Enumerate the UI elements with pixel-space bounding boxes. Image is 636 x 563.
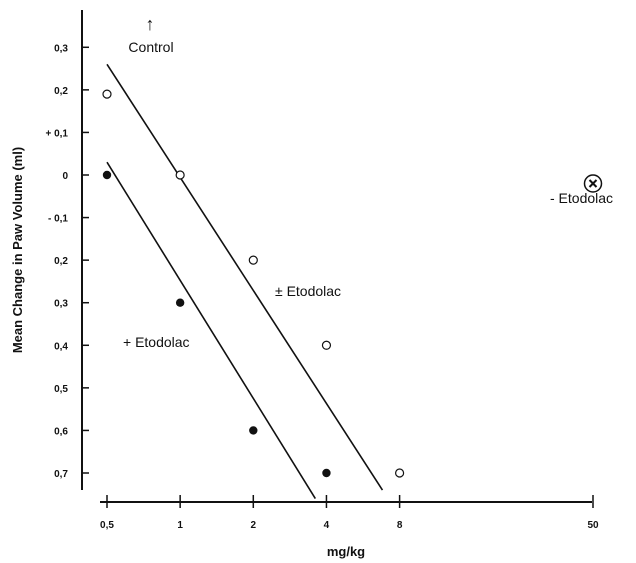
point-open-circle	[102, 89, 112, 99]
control-arrow: ↑	[146, 14, 155, 34]
fit-lines	[106, 63, 384, 499]
x-tick-label: 8	[397, 520, 403, 531]
series-label-minus-etodolac: - Etodolac	[550, 190, 613, 206]
data-points	[102, 89, 603, 478]
y-tick-label: - 0,1	[48, 214, 68, 225]
y-tick-label: 0,2	[54, 256, 68, 267]
x-tick-label: 50	[587, 520, 599, 531]
point-filled-circle	[249, 426, 258, 435]
y-tick-label: 0,7	[54, 469, 68, 480]
control-label: Control	[128, 39, 173, 55]
x-tick-label: 1	[177, 520, 183, 531]
x-axis-title: mg/kg	[327, 544, 365, 559]
y-tick-label: 0	[62, 171, 68, 182]
fit-line-series-1	[106, 161, 317, 499]
point-filled-circle	[102, 170, 112, 180]
x-tick-label: 2	[251, 520, 257, 531]
y-tick-label: 0,3	[54, 299, 68, 310]
point-circled-x	[583, 174, 603, 193]
y-tick-label: 0,3	[54, 43, 68, 54]
series-label-plus-minus-etodolac: ± Etodolac	[275, 283, 341, 299]
y-tick-label: 0,2	[54, 86, 68, 97]
point-open-circle	[175, 170, 185, 180]
y-axis-title: Mean Change in Paw Volume (ml)	[10, 147, 25, 353]
point-open-circle	[321, 340, 332, 350]
point-filled-circle	[322, 468, 331, 478]
y-tick-label: + 0,1	[45, 128, 68, 139]
y-axis-ticks: 0,3 0,2 + 0,1 0 - 0,1 0,2 0,3 0,4 0,5 0,6 0,7	[45, 43, 89, 480]
y-tick-label: 0,4	[54, 341, 68, 352]
point-open-circle	[248, 255, 258, 265]
point-circled-x-stroke	[588, 179, 598, 188]
series-label-plus-etodolac: + Etodolac	[123, 334, 190, 350]
y-tick-label: 0,6	[54, 426, 68, 437]
fit-line-series-0	[106, 63, 384, 491]
x-tick-label: 0,5	[100, 520, 114, 531]
point-filled-circle	[175, 298, 185, 307]
x-tick-label: 4	[324, 520, 330, 531]
point-open-circle	[395, 468, 405, 478]
y-tick-label: 0,5	[54, 384, 68, 395]
x-axis-ticks: 0,5 1 2 4 8 50	[100, 495, 599, 531]
